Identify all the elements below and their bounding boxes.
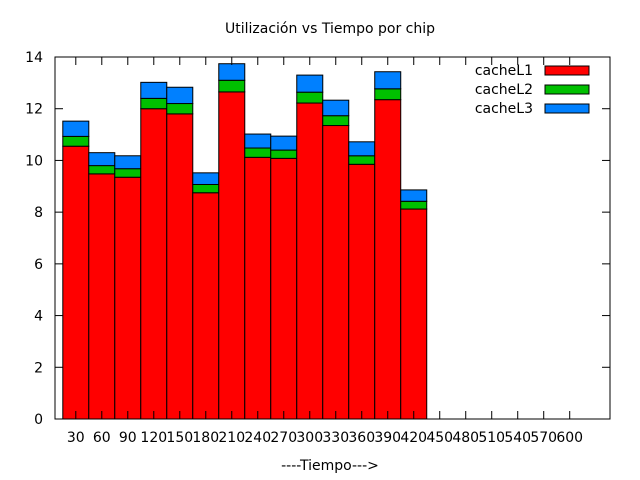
- bar-cacheL1-150: [166, 113, 194, 420]
- bar-cacheL2-390: [374, 88, 402, 101]
- legend-label-cacheL1: cacheL1: [475, 63, 533, 79]
- y-tick-label: 10: [25, 153, 43, 169]
- chart-title: Utilización vs Tiempo por chip: [225, 21, 435, 37]
- x-tick-label: 150: [166, 430, 193, 446]
- x-tick-label: 180: [192, 430, 219, 446]
- bar-cacheL1-300: [296, 102, 324, 420]
- bar-cacheL3-150: [166, 86, 194, 105]
- bar-cacheL2-90: [114, 168, 142, 178]
- bars-layer: [62, 63, 428, 420]
- x-axis-label: ----Tiempo--->: [281, 458, 379, 474]
- x-tick-label: 90: [119, 430, 137, 446]
- y-tick-label: 6: [34, 257, 43, 273]
- x-tick-label: 210: [218, 430, 245, 446]
- bar-cacheL3-240: [244, 133, 272, 149]
- bar-cacheL1-420: [400, 208, 428, 420]
- y-tick-label: 12: [25, 102, 43, 118]
- bar-cacheL1-390: [374, 99, 402, 420]
- bar-cacheL2-270: [270, 149, 298, 159]
- bar-cacheL1-330: [322, 125, 350, 420]
- bar-cacheL3-210: [218, 63, 246, 81]
- bar-cacheL2-210: [218, 79, 246, 93]
- x-tick-label: 390: [374, 430, 401, 446]
- bar-cacheL1-240: [244, 156, 272, 420]
- x-tick-label: 120: [140, 430, 167, 446]
- bar-cacheL3-60: [88, 152, 116, 167]
- bar-cacheL2-150: [166, 103, 194, 115]
- y-tick-label: 4: [34, 309, 43, 325]
- bar-cacheL1-360: [348, 163, 376, 420]
- x-tick-label: 510: [478, 430, 505, 446]
- x-tick-label: 480: [452, 430, 479, 446]
- bar-cacheL2-420: [400, 200, 428, 210]
- x-tick-label: 600: [556, 430, 583, 446]
- x-tick-label: 570: [530, 430, 557, 446]
- bar-cacheL3-360: [348, 141, 376, 157]
- bar-cacheL1-120: [140, 108, 168, 420]
- bar-cacheL3-300: [296, 74, 324, 93]
- bar-cacheL3-30: [62, 120, 90, 137]
- bar-cacheL3-180: [192, 172, 220, 185]
- legend-swatch-cacheL2: [544, 84, 590, 95]
- x-tick-label: 270: [270, 430, 297, 446]
- bar-cacheL3-330: [322, 99, 350, 117]
- plot-frame: [54, 56, 611, 420]
- bar-cacheL3-90: [114, 155, 142, 170]
- bar-cacheL2-30: [62, 135, 90, 147]
- bar-cacheL2-240: [244, 147, 272, 158]
- bar-cacheL3-390: [374, 71, 402, 90]
- x-tick-label: 420: [400, 430, 427, 446]
- bar-cacheL2-360: [348, 155, 376, 165]
- legend-swatch-cacheL1: [544, 65, 590, 76]
- bar-cacheL3-270: [270, 135, 298, 151]
- x-tick-label: 360: [348, 430, 375, 446]
- bar-cacheL1-90: [114, 176, 142, 420]
- legend-label-cacheL3: cacheL3: [475, 101, 533, 117]
- bar-cacheL1-60: [88, 173, 116, 420]
- bar-cacheL3-120: [140, 81, 168, 99]
- bar-cacheL2-330: [322, 115, 350, 127]
- y-tick-label: 8: [34, 205, 43, 221]
- bar-cacheL2-60: [88, 165, 116, 175]
- x-tick-label: 240: [244, 430, 271, 446]
- bar-cacheL1-210: [218, 91, 246, 420]
- bar-cacheL1-180: [192, 192, 220, 420]
- y-tick-label: 0: [34, 412, 43, 428]
- x-tick-label: 60: [93, 430, 111, 446]
- bar-cacheL2-300: [296, 91, 324, 104]
- bar-cacheL1-270: [270, 157, 298, 420]
- bar-cacheL1-30: [62, 145, 90, 420]
- y-tick-label: 2: [34, 360, 43, 376]
- legend-swatch-cacheL3: [544, 103, 590, 114]
- x-tick-label: 300: [296, 430, 323, 446]
- bar-cacheL2-120: [140, 97, 168, 110]
- legend: cacheL1 cacheL2 cacheL3: [475, 63, 590, 117]
- bar-cacheL3-420: [400, 189, 428, 202]
- legend-label-cacheL2: cacheL2: [475, 82, 533, 98]
- x-tick-label: 450: [426, 430, 453, 446]
- bar-cacheL2-180: [192, 183, 220, 194]
- y-tick-label: 14: [25, 50, 43, 66]
- axes-layer: 0 2 4 6 8 10 12 14 30 60 90 120 150 180 210 240 270 300 33…: [25, 50, 611, 446]
- x-tick-label: 540: [504, 430, 531, 446]
- x-tick-label: 30: [67, 430, 85, 446]
- x-tick-label: 330: [322, 430, 349, 446]
